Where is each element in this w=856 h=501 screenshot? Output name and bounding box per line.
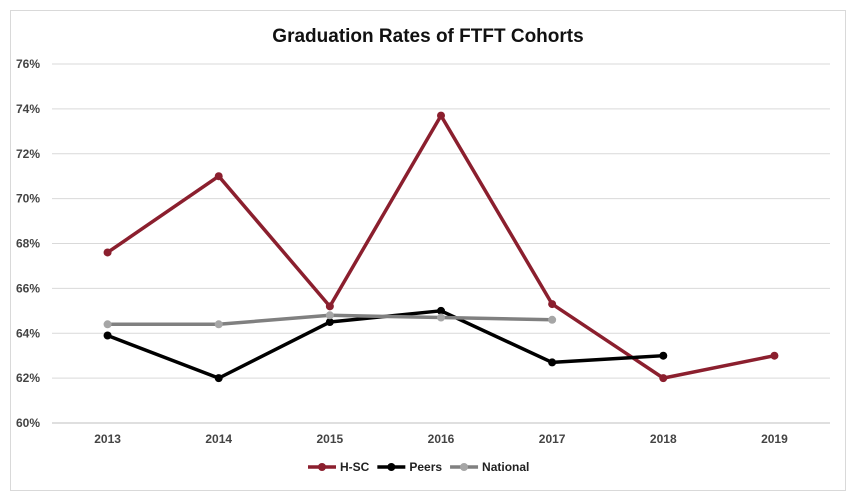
y-tick-label: 76% [16,57,40,71]
data-point-peers [548,358,557,367]
x-tick-label: 2018 [650,432,677,446]
y-tick-label: 68% [16,237,40,251]
x-tick-label: 2015 [317,432,344,446]
data-point-peers [325,318,334,327]
data-point-h-sc [548,300,557,309]
data-point-peers [214,374,223,383]
x-tick-label: 2016 [428,432,455,446]
x-tick-label: 2014 [205,432,232,446]
x-tick-label: 2017 [539,432,566,446]
data-point-national [103,320,112,329]
data-point-h-sc [437,111,445,120]
data-point-national [437,313,445,322]
data-point-h-sc [659,374,668,383]
data-point-peers [659,351,668,360]
y-tick-label: 70% [16,192,40,206]
data-point-peers [103,331,112,340]
data-point-h-sc [103,248,112,257]
x-tick-label: 2019 [761,432,788,446]
data-point-h-sc [325,302,334,311]
data-point-national [548,315,557,324]
chart-border [10,10,846,491]
data-point-h-sc [770,351,779,360]
data-point-national [214,320,223,329]
chart-title: Graduation Rates of FTFT Cohorts [272,26,583,47]
legend-marker [387,463,396,471]
data-point-h-sc [214,172,223,181]
data-point-peers [437,306,445,315]
legend-marker [460,463,469,471]
data-point-national [325,311,334,320]
legend-label: H-SC [340,460,370,474]
y-tick-label: 60% [16,416,40,430]
y-tick-label: 62% [16,371,40,385]
y-tick-label: 72% [16,147,40,161]
x-tick-label: 2013 [94,432,121,446]
legend-label: National [482,460,529,474]
y-tick-label: 66% [16,281,40,295]
legend-label: Peers [409,460,442,474]
y-tick-label: 74% [16,102,40,116]
legend-marker [318,463,326,471]
y-tick-label: 64% [16,326,40,340]
